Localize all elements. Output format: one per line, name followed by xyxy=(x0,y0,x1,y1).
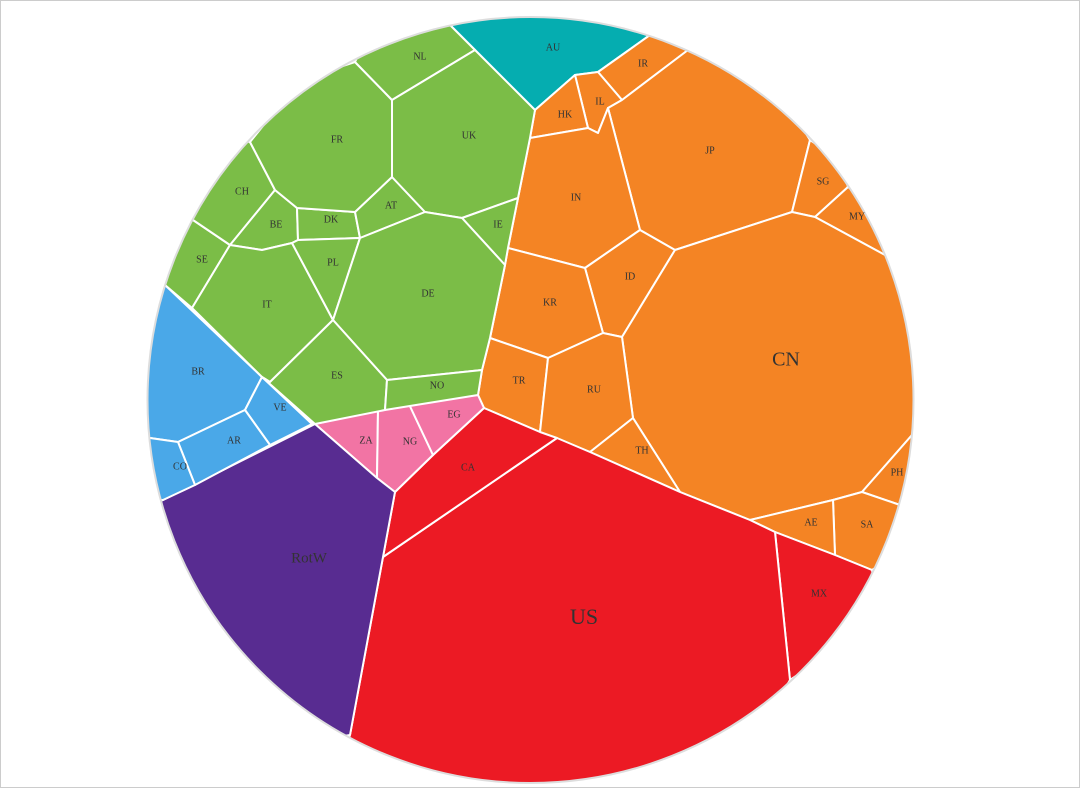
cell-label: IN xyxy=(571,192,582,203)
cell-label: PH xyxy=(891,467,904,478)
cell-label: DE xyxy=(421,288,434,299)
cell-label: NO xyxy=(430,380,444,391)
cell-label: ES xyxy=(331,370,343,381)
cell-label: UK xyxy=(462,130,477,141)
cell-label: IL xyxy=(595,96,604,107)
cell-label: NL xyxy=(413,51,426,62)
cell-label: BR xyxy=(191,366,205,377)
cell-label: SE xyxy=(196,254,208,265)
cells xyxy=(147,17,914,783)
outline xyxy=(146,16,915,784)
cell-label: MX xyxy=(811,588,828,599)
cell-label: RotW xyxy=(291,550,328,566)
cell-label: KR xyxy=(543,297,557,308)
cell-label: HK xyxy=(558,109,573,120)
cell-label: NG xyxy=(403,436,417,447)
cell-label: SG xyxy=(817,176,830,187)
cell-label: ZA xyxy=(359,435,373,446)
cell-label: CA xyxy=(461,462,476,473)
cell-label: DK xyxy=(324,214,339,225)
cell-label: TH xyxy=(635,445,648,456)
cell xyxy=(384,369,483,411)
cell-label: AU xyxy=(546,42,561,53)
cell-label: IR xyxy=(638,58,648,69)
cell-label: FR xyxy=(331,134,344,145)
cell-label: AE xyxy=(804,517,817,528)
cell xyxy=(832,491,914,571)
labels: AU IR IL HK JP SG MY IN ID KR CN TR RU TH PH SA AE MX US CA… xyxy=(173,42,903,629)
cell xyxy=(329,437,791,783)
cell-label: AR xyxy=(227,435,241,446)
cell-label: TR xyxy=(513,375,526,386)
cell-label: SA xyxy=(861,519,875,530)
cell-label: IE xyxy=(493,219,502,230)
cell-label: IT xyxy=(262,299,271,310)
cell-label: JP xyxy=(705,145,715,156)
cell-label: AT xyxy=(385,200,397,211)
cell-label: MY xyxy=(849,211,865,222)
cell-label: CN xyxy=(772,349,800,371)
cell-label: ID xyxy=(625,271,636,282)
cell-label: PL xyxy=(327,257,339,268)
cell-label: EG xyxy=(447,409,460,420)
cell-label: RU xyxy=(587,384,602,395)
cell-label: VE xyxy=(273,402,286,413)
cell-label: US xyxy=(570,604,598,629)
cell-label: BE xyxy=(270,219,283,230)
cell-label: CO xyxy=(173,461,187,472)
cell-label: CH xyxy=(235,186,249,197)
cell xyxy=(147,437,196,501)
